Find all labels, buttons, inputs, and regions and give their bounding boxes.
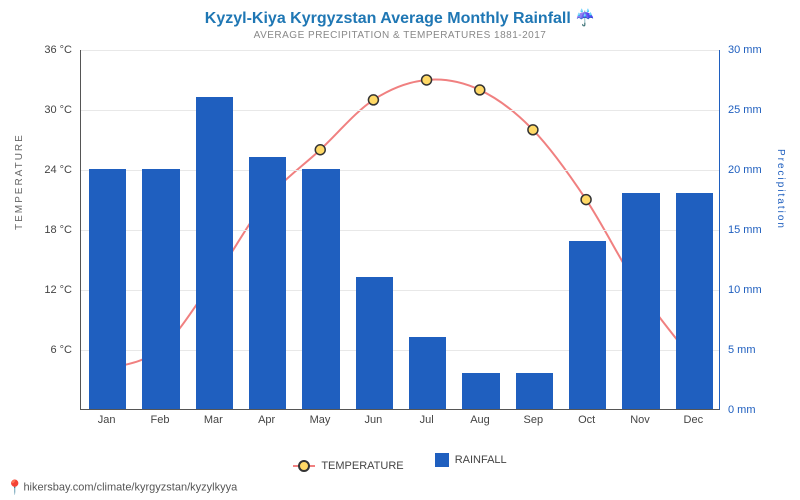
legend: TEMPERATURE RAINFALL (0, 453, 800, 472)
temperature-marker (315, 145, 325, 155)
y-tick-right: 25 mm (728, 104, 762, 116)
y-tick-right: 15 mm (728, 224, 762, 236)
legend-temperature-label: TEMPERATURE (321, 460, 403, 472)
x-tick: Jun (364, 414, 382, 426)
rainfall-bar (249, 157, 286, 409)
plot-area (80, 50, 720, 410)
y-tick-left: 36 °C (44, 44, 72, 56)
chart-container: Kyzyl-Kiya Kyrgyzstan Average Monthly Ra… (0, 0, 800, 500)
legend-rainfall-label: RAINFALL (455, 454, 507, 466)
temperature-marker (422, 75, 432, 85)
rainfall-bar (462, 373, 499, 409)
y-axis-right: 0 mm5 mm10 mm15 mm20 mm25 mm30 mm (722, 50, 800, 410)
chart-title: Kyzyl-Kiya Kyrgyzstan Average Monthly Ra… (0, 0, 800, 28)
map-pin-icon: 📍 (6, 479, 23, 495)
rainfall-bar (569, 241, 606, 409)
y-tick-right: 20 mm (728, 164, 762, 176)
legend-bar-swatch (435, 453, 449, 467)
y-tick-left: 6 °C (50, 344, 72, 356)
rainfall-bar (516, 373, 553, 409)
legend-line-swatch (293, 465, 315, 467)
gridline (81, 50, 719, 51)
y-axis-left: 6 °C12 °C18 °C24 °C30 °C36 °C (0, 50, 78, 410)
x-tick: Feb (151, 414, 170, 426)
temperature-marker (368, 95, 378, 105)
rainfall-bar (302, 169, 339, 409)
rainfall-bar (676, 193, 713, 409)
x-tick: Oct (578, 414, 595, 426)
y-tick-left: 12 °C (44, 284, 72, 296)
x-tick: May (310, 414, 331, 426)
footer: 📍hikersbay.com/climate/kyrgyzstan/kyzylk… (6, 479, 237, 496)
y-tick-right: 5 mm (728, 344, 756, 356)
rainfall-bar (356, 277, 393, 409)
temperature-marker (528, 125, 538, 135)
gridline (81, 110, 719, 111)
x-tick: Jan (98, 414, 116, 426)
temperature-marker (475, 85, 485, 95)
chart-subtitle: AVERAGE PRECIPITATION & TEMPERATURES 188… (0, 30, 800, 41)
x-tick: Sep (524, 414, 544, 426)
rainfall-bar (622, 193, 659, 409)
rainfall-bar (409, 337, 446, 409)
footer-url[interactable]: hikersbay.com/climate/kyrgyzstan/kyzylky… (23, 481, 237, 493)
rainfall-bar (196, 97, 233, 409)
x-tick: Jul (420, 414, 434, 426)
x-tick: Apr (258, 414, 275, 426)
rainfall-bar (142, 169, 179, 409)
legend-rainfall: RAINFALL (435, 453, 507, 467)
x-tick: Nov (630, 414, 650, 426)
legend-temperature: TEMPERATURE (293, 460, 403, 472)
temperature-marker (581, 195, 591, 205)
y-tick-left: 18 °C (44, 224, 72, 236)
x-tick: Dec (684, 414, 704, 426)
y-tick-right: 10 mm (728, 284, 762, 296)
x-tick: Mar (204, 414, 223, 426)
rainfall-bar (89, 169, 126, 409)
y-tick-left: 30 °C (44, 104, 72, 116)
x-tick: Aug (470, 414, 490, 426)
y-tick-left: 24 °C (44, 164, 72, 176)
y-tick-right: 0 mm (728, 404, 756, 416)
y-tick-right: 30 mm (728, 44, 762, 56)
